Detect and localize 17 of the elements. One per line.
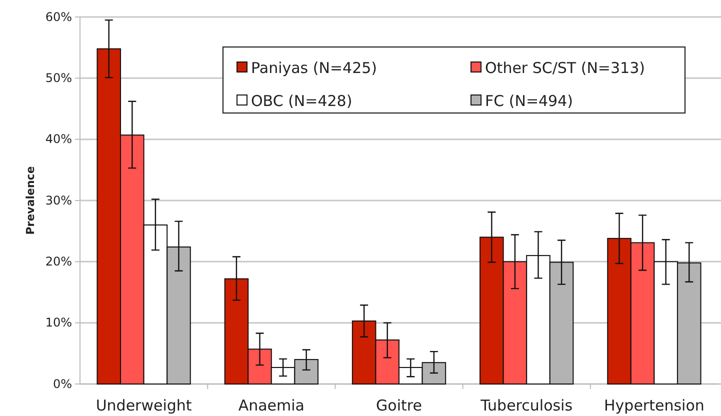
y-tick-label: 10% [45, 316, 72, 330]
x-tick-label: Anaemia [238, 396, 304, 415]
y-tick-label: 30% [45, 193, 72, 208]
x-tick-label: Hypertension [604, 396, 704, 415]
y-tick-label: 60% [45, 10, 72, 24]
y-tick-label: 0% [52, 376, 72, 391]
y-tick-label: 50% [45, 71, 72, 86]
x-tick-label: Underweight [96, 396, 192, 415]
y-axis-title: Prevalence [24, 166, 37, 235]
legend-label: OBC (N=428) [251, 92, 352, 110]
y-tick-label: 40% [45, 132, 72, 146]
legend-label: Paniyas (N=425) [251, 59, 378, 77]
y-tick-label: 20% [45, 254, 72, 269]
legend-label: FC (N=494) [485, 92, 573, 110]
x-tick-label: Goitre [376, 396, 422, 415]
legend-label: Other SC/ST (N=313) [485, 59, 645, 77]
x-tick-label: Tuberculosis [480, 396, 573, 415]
